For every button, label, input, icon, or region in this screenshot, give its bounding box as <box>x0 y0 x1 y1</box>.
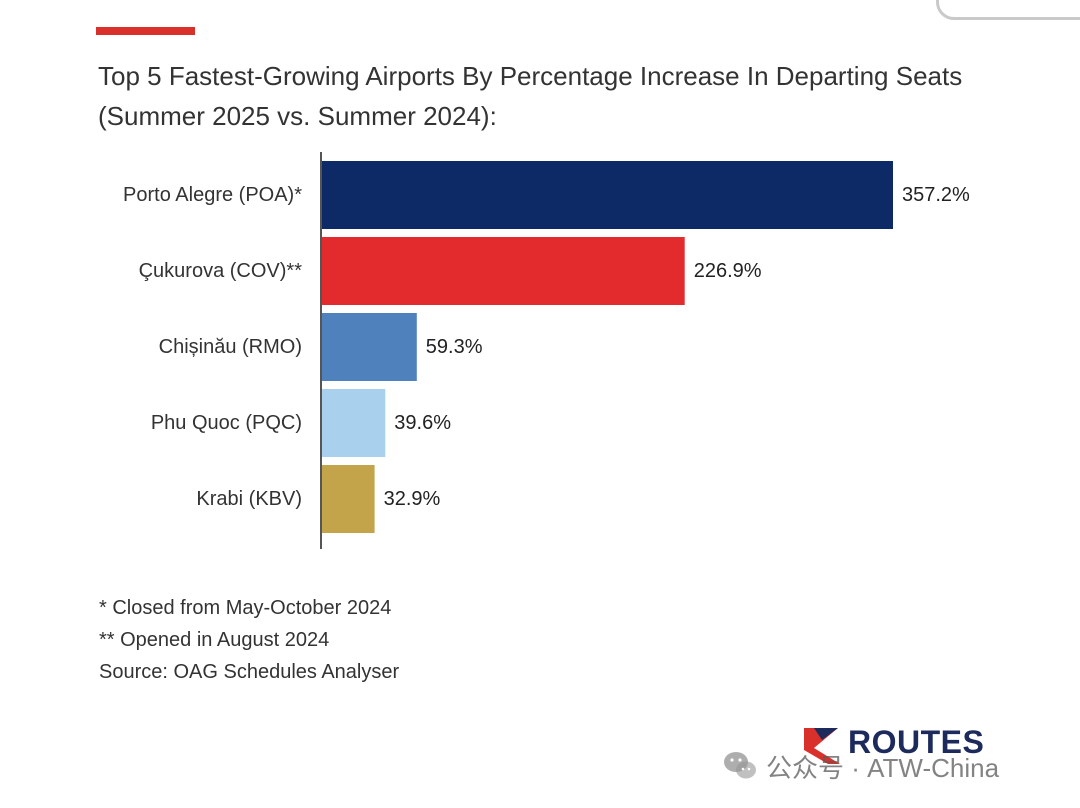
category-label-4: Phu Quoc (PQC) <box>151 412 302 434</box>
bar-1 <box>322 161 893 229</box>
routes-logo: ROUTES <box>800 718 990 768</box>
routes-logo-icon <box>804 728 840 764</box>
footnotes: * Closed from May-October 2024 ** Opened… <box>99 592 399 688</box>
value-label-1: 357.2% <box>902 184 970 206</box>
bar-5 <box>322 465 375 533</box>
value-label-2: 226.9% <box>694 260 762 282</box>
bars-group <box>322 161 893 533</box>
category-label-5: Krabi (KBV) <box>196 488 302 510</box>
category-label-2: Çukurova (COV)** <box>139 260 303 282</box>
footnote-opened: ** Opened in August 2024 <box>99 629 330 651</box>
category-label-1: Porto Alegre (POA)* <box>123 184 302 206</box>
bar-2 <box>322 237 685 305</box>
watermark: 公众号 · ATW-China <box>722 746 999 786</box>
routes-logo-text: ROUTES <box>848 724 985 760</box>
category-labels-group: Porto Alegre (POA)* Çukurova (COV)** Chiși… <box>123 184 302 510</box>
category-label-3: Chișinău (RMO) <box>159 336 302 358</box>
title-accent-bar <box>96 27 195 35</box>
value-label-3: 59.3% <box>426 336 483 358</box>
bar-4 <box>322 389 386 457</box>
watermark-text: 公众号 · ATW-China <box>766 752 1000 783</box>
corner-tab <box>936 0 1080 20</box>
source-note: Source: OAG Schedules Analyser <box>99 661 400 683</box>
value-label-4: 39.6% <box>394 412 451 434</box>
wechat-icon <box>724 752 756 779</box>
value-labels-group: 357.2% 226.9% 59.3% 39.6% 32.9% <box>384 184 970 510</box>
footnote-closed: * Closed from May-October 2024 <box>99 597 392 619</box>
chart-title: Top 5 Fastest-Growing Airports By Percen… <box>98 61 963 131</box>
value-label-5: 32.9% <box>384 488 441 510</box>
bar-3 <box>322 313 417 381</box>
